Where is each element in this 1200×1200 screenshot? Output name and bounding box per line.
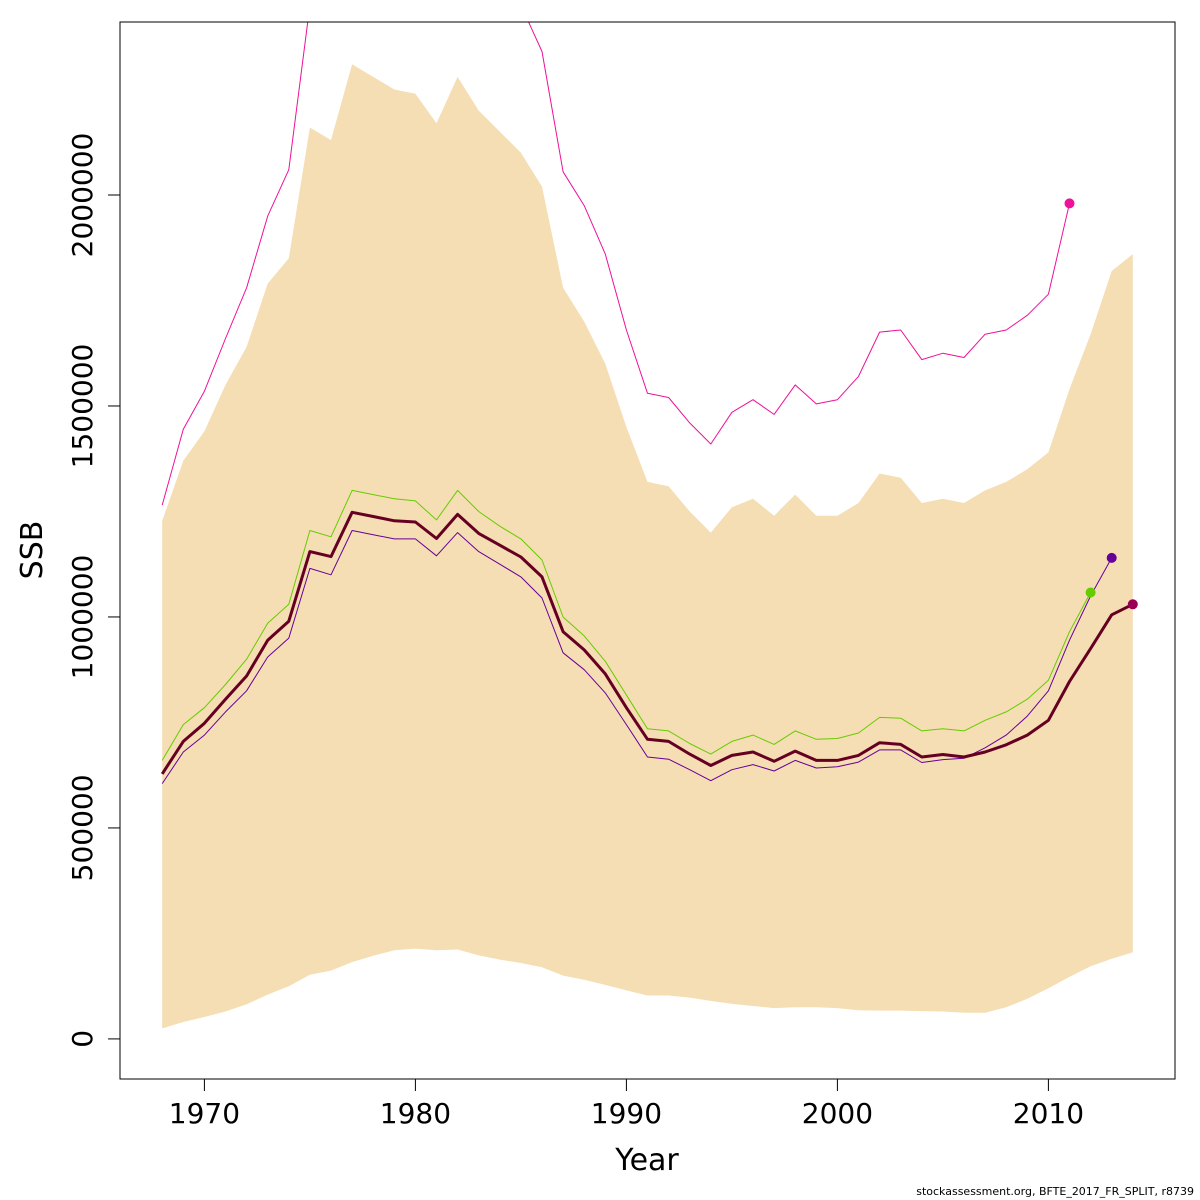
x-axis: 1970 1980 1990 2000 2010 [169, 1078, 1084, 1130]
y-tick-label: 500000 [66, 774, 99, 881]
series-line-2 [161, 489, 1092, 761]
x-tick-label: 1980 [380, 1097, 451, 1130]
x-tick-label: 1970 [169, 1097, 240, 1130]
x-tick-label: 1990 [591, 1097, 662, 1130]
series-end-point-1 [1064, 198, 1075, 209]
marker-layer [1064, 198, 1138, 610]
series-line-1 [161, 22, 1070, 506]
series-end-point-3 [1106, 552, 1117, 563]
series-layer [160, 22, 1134, 784]
y-tick-label: 1500000 [66, 344, 99, 469]
y-axis-title: SSB [15, 521, 50, 580]
main-series-end-point [1127, 599, 1138, 610]
y-tick-label: 2000000 [66, 133, 99, 258]
plot-area [160, 22, 1134, 1029]
x-tick-label: 2000 [802, 1097, 873, 1130]
x-axis-title: Year [614, 1143, 679, 1178]
confidence-band [162, 64, 1133, 1029]
footer-credit: stockassessment.org, BFTE_2017_FR_SPLIT,… [916, 1185, 1194, 1198]
series-line-4 [160, 510, 1134, 775]
series-end-point-2 [1085, 587, 1096, 598]
y-tick-label: 0 [66, 1030, 99, 1048]
series-line-3 [161, 530, 1113, 784]
y-tick-label: 1000000 [66, 555, 99, 680]
y-axis: 0 500000 1000000 1500000 2000000 [66, 133, 121, 1048]
x-tick-label: 2010 [1013, 1097, 1084, 1130]
